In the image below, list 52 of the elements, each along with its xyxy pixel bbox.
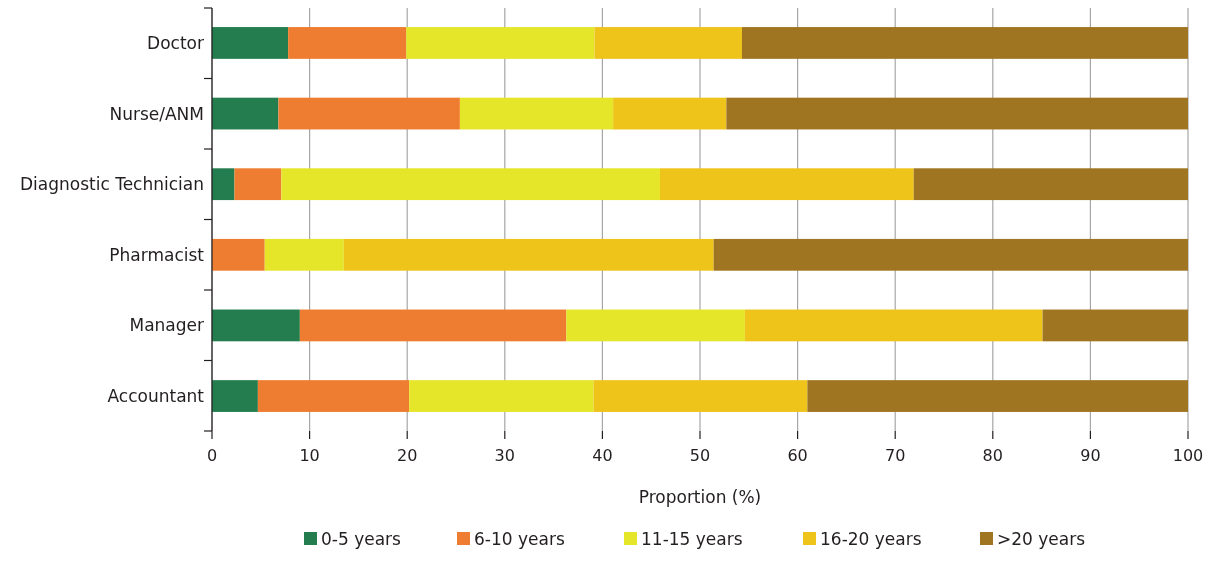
bar	[409, 380, 594, 412]
bar	[212, 238, 265, 271]
bar	[406, 27, 595, 59]
bar	[212, 168, 235, 201]
bar	[566, 309, 745, 342]
bar	[212, 380, 258, 412]
x-tick-label: 40	[592, 446, 613, 465]
y-tick-label: Pharmacist	[109, 244, 205, 265]
bar	[726, 97, 1188, 130]
bar	[744, 309, 1043, 342]
bar	[913, 168, 1188, 201]
bar	[299, 309, 567, 342]
legend-label: 16-20 years	[820, 529, 922, 549]
y-tick-label: Manager	[129, 315, 204, 336]
bar	[281, 168, 660, 201]
bar	[264, 238, 344, 271]
x-tick-label: 20	[397, 446, 418, 465]
bar	[593, 380, 808, 412]
legend-label: >20 years	[997, 529, 1086, 549]
x-tick-label: 70	[885, 446, 906, 465]
legend-label: 6-10 years	[474, 529, 565, 549]
bar	[288, 27, 407, 59]
y-tick-label: Doctor	[147, 32, 204, 53]
bar	[741, 27, 1188, 59]
bar	[257, 380, 410, 412]
bar	[713, 238, 1188, 271]
bar	[613, 97, 727, 130]
x-tick-label: 60	[787, 446, 808, 465]
bar	[278, 97, 460, 130]
bar	[659, 168, 914, 201]
x-tick-label: 80	[982, 446, 1003, 465]
bar	[234, 168, 282, 201]
y-tick-label: Accountant	[107, 385, 205, 406]
x-tick-label: 50	[689, 446, 711, 465]
legend-label: 0-5 years	[321, 529, 402, 549]
bar	[212, 27, 289, 59]
y-tick-label: Nurse/ANM	[109, 103, 204, 124]
bar	[343, 238, 714, 271]
bar	[459, 97, 614, 130]
bar	[807, 380, 1188, 412]
bar	[594, 27, 742, 59]
y-tick-label: Diagnostic Technician	[19, 174, 204, 195]
bar	[1042, 309, 1188, 342]
x-tick-label: 10	[299, 446, 320, 465]
legend-label: 11-15 years	[641, 529, 743, 549]
x-tick-label: 90	[1080, 446, 1101, 465]
x-tick-label: 0	[206, 446, 218, 465]
bar	[212, 309, 300, 342]
bar	[212, 97, 279, 130]
x-tick-label: 30	[494, 446, 515, 465]
x-tick-label: 100	[1172, 446, 1204, 465]
x-axis-title: Proportion (%)	[638, 487, 762, 507]
